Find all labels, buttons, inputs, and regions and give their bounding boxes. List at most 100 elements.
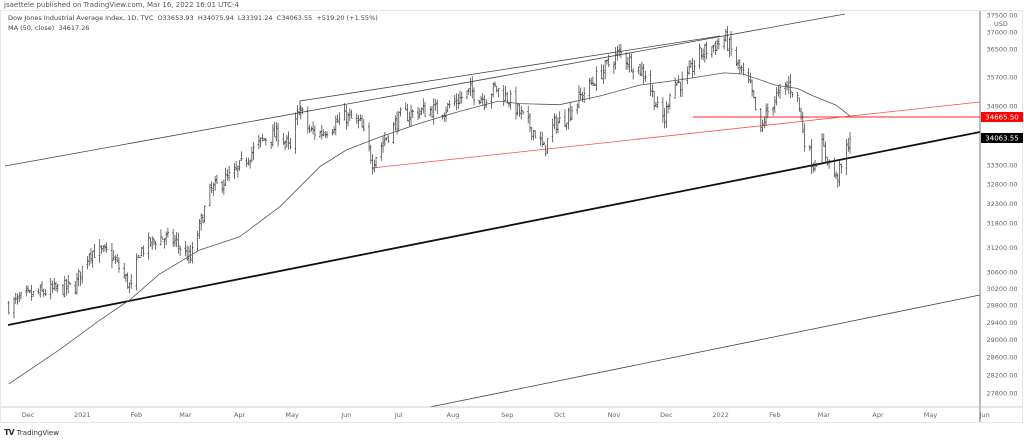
ohlc-bar bbox=[140, 246, 143, 257]
ohlc-bar bbox=[210, 181, 213, 193]
ohlc-bar bbox=[527, 105, 530, 124]
price-tick-label: 34900.00 bbox=[986, 102, 1017, 110]
ohlc-bar bbox=[516, 102, 519, 116]
lower-channel-line[interactable] bbox=[429, 294, 981, 408]
ohlc-bar bbox=[710, 46, 713, 58]
ohlc-bar bbox=[570, 106, 574, 121]
ohlc-bar bbox=[25, 285, 28, 297]
ohlc-bar bbox=[604, 60, 607, 80]
ohlc-bar bbox=[420, 107, 423, 116]
ohlc-bar bbox=[827, 159, 831, 169]
ohlc-bar bbox=[483, 95, 486, 111]
ohlc-bar bbox=[455, 93, 458, 111]
last-price-label: 34063.55 bbox=[981, 133, 1023, 143]
ohlc-bar bbox=[577, 85, 581, 109]
ohlc-bar bbox=[453, 94, 456, 107]
ohlc-bar bbox=[238, 160, 241, 171]
price-tick-label: 32300.00 bbox=[986, 200, 1017, 208]
ohlc-bar bbox=[590, 77, 593, 86]
price-tick-label: 27800.00 bbox=[986, 389, 1017, 397]
ohlc-bar bbox=[541, 131, 544, 147]
ohlc-bar bbox=[698, 43, 701, 70]
ohlc-bar bbox=[771, 106, 775, 116]
ohlc-bar bbox=[14, 292, 17, 304]
ohlc-bar bbox=[472, 87, 476, 106]
time-axis[interactable]: Dec 2021 Feb Mar Apr May Jun Jul Aug Sep Oct Nov Dec… bbox=[22, 411, 990, 419]
ohlc-bar bbox=[726, 26, 729, 52]
upper-resistance-line[interactable] bbox=[299, 35, 721, 111]
ohlc-bar bbox=[116, 253, 119, 263]
ohlc-bar bbox=[495, 85, 498, 93]
ohlc-bar bbox=[593, 83, 596, 87]
ohlc-bar bbox=[30, 284, 33, 301]
upper-channel-line[interactable] bbox=[4, 13, 846, 167]
ma-legend[interactable]: MA (50, close) 34617.26 bbox=[8, 23, 378, 33]
price-axis[interactable]: 37500.00 37000.00 36500.00 35700.00 34900.00… bbox=[986, 12, 1017, 398]
ohlc-bar bbox=[81, 266, 84, 284]
red-trendline[interactable] bbox=[371, 101, 981, 169]
tv-logo-icon: TV bbox=[4, 428, 15, 437]
ohlc-bar bbox=[275, 122, 278, 142]
symbol-name: Dow Jones Industrial Average Index, 1D, … bbox=[8, 14, 154, 22]
ohlc-bar bbox=[406, 103, 409, 122]
time-tick-label: Oct bbox=[554, 411, 566, 419]
ohlc-bar bbox=[409, 104, 413, 127]
time-tick-label: Jul bbox=[394, 411, 403, 419]
ohlc-bar bbox=[738, 59, 741, 75]
ohlc-bar bbox=[138, 256, 142, 259]
chart-frame bbox=[0, 10, 1023, 423]
ohlc-bar bbox=[467, 88, 470, 95]
ohlc-bar bbox=[567, 107, 570, 130]
ohlc-bar bbox=[448, 100, 451, 109]
ohlc-bar bbox=[460, 91, 463, 104]
ohlc-bar bbox=[215, 174, 218, 184]
ohlc-bar bbox=[605, 59, 609, 65]
ohlc-bar bbox=[532, 129, 535, 141]
ohlc-bar bbox=[506, 92, 509, 104]
low-value: L33391.24 bbox=[237, 14, 273, 22]
time-tick-label: Nov bbox=[608, 411, 621, 419]
ohlc-bar bbox=[355, 113, 358, 124]
time-tick-label: Jun bbox=[340, 411, 351, 419]
ohlc-bar bbox=[360, 115, 364, 128]
ohlc-bar bbox=[19, 292, 23, 300]
ohlc-bar bbox=[12, 296, 16, 319]
ohlc-bar bbox=[394, 115, 397, 131]
time-tick-label: Sep bbox=[501, 411, 513, 419]
ohlc-bar bbox=[332, 126, 336, 135]
ohlc-bar bbox=[103, 243, 107, 252]
ohlc-bar bbox=[313, 125, 316, 140]
ohlc-bar bbox=[273, 122, 276, 137]
ma-label: MA (50, close) bbox=[8, 24, 55, 32]
ohlc-bar bbox=[703, 43, 706, 63]
tradingview-logo[interactable]: TV TradingView bbox=[4, 428, 59, 437]
ohlc-bar bbox=[686, 66, 689, 85]
ohlc-bar bbox=[497, 88, 500, 98]
time-tick-label: May bbox=[924, 411, 938, 419]
ohlc-bar bbox=[729, 31, 733, 56]
ohlc-bars bbox=[7, 26, 852, 319]
ohlc-bar bbox=[789, 73, 792, 99]
ohlc-bar bbox=[716, 39, 719, 51]
ohlc-bar bbox=[736, 59, 740, 70]
ohlc-bar bbox=[446, 102, 449, 113]
ohlc-bar bbox=[110, 242, 114, 269]
ohlc-bar bbox=[208, 183, 211, 207]
ohlc-bar bbox=[320, 124, 323, 140]
ohlc-bar bbox=[226, 169, 229, 181]
ohlc-bar bbox=[502, 85, 505, 106]
ohlc-bar bbox=[528, 113, 532, 133]
ohlc-bar bbox=[42, 288, 45, 297]
ohlc-bar bbox=[40, 280, 44, 292]
support-trendline[interactable] bbox=[7, 131, 981, 326]
symbol-legend[interactable]: Dow Jones Industrial Average Index, 1D, … bbox=[8, 13, 378, 23]
ohlc-bar bbox=[381, 136, 385, 153]
ohlc-bar bbox=[546, 138, 549, 154]
ohlc-bar bbox=[441, 114, 444, 120]
ohlc-bar bbox=[135, 253, 138, 291]
ohlc-bar bbox=[285, 134, 288, 148]
price-tick-label: 29800.00 bbox=[986, 302, 1017, 310]
ohlc-bar bbox=[750, 79, 754, 97]
ohlc-bar bbox=[600, 64, 603, 80]
